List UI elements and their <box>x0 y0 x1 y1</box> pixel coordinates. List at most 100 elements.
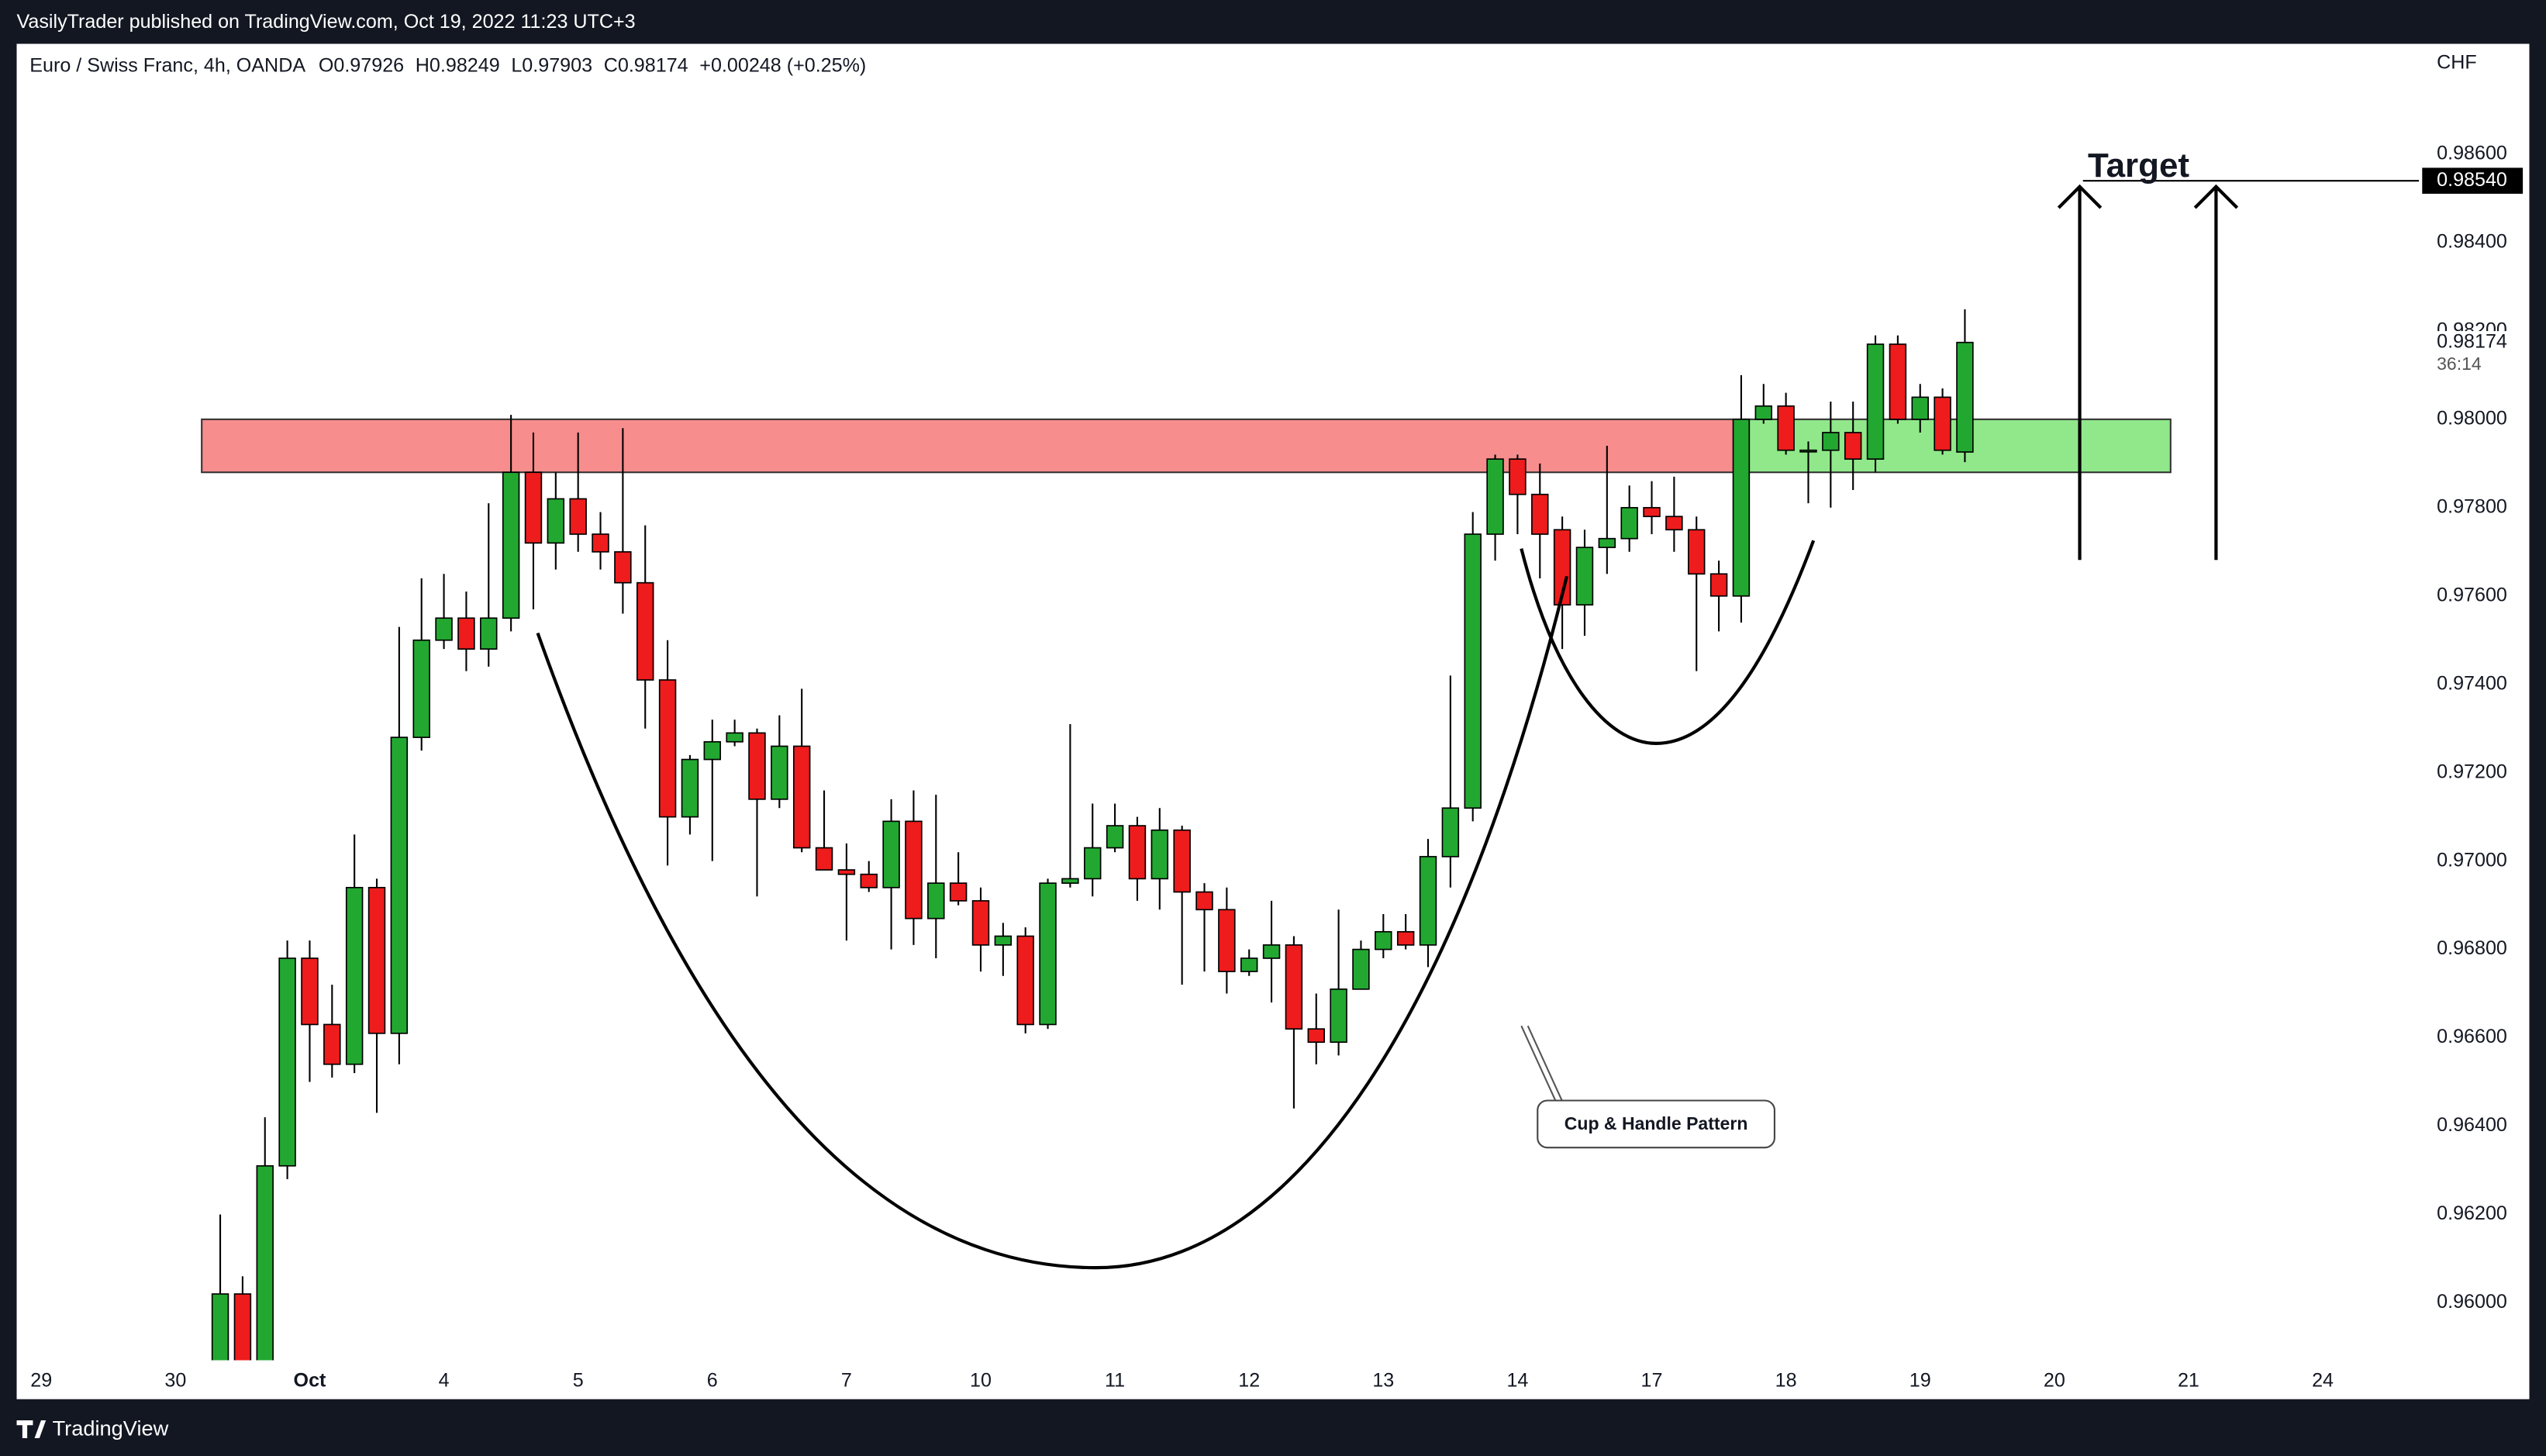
candle-body <box>345 886 364 1065</box>
candle-body <box>435 617 453 641</box>
candle-body <box>1016 935 1034 1026</box>
x-tick-label: 5 <box>573 1369 584 1391</box>
candle-body <box>636 581 654 681</box>
candle-body <box>1061 878 1079 884</box>
y-tick-label: 0.96200 <box>2437 1202 2507 1224</box>
candle-body <box>1486 458 1504 535</box>
ohlc-value: C0.98174 <box>604 54 688 76</box>
candle-body <box>815 847 833 871</box>
candle-body <box>703 740 722 761</box>
ohlc-value: H0.98249 <box>416 54 500 76</box>
candle-body <box>457 617 475 650</box>
candle-body <box>1330 988 1347 1044</box>
y-tick-label: 0.98400 <box>2437 231 2507 253</box>
target-text: Target <box>2088 147 2189 185</box>
candle-body <box>1643 506 1661 518</box>
y-tick-label: 0.96800 <box>2437 937 2507 959</box>
candle-body <box>1777 405 1795 451</box>
last-price-label: 0.98174 <box>2437 330 2507 352</box>
x-tick-label: 24 <box>2312 1369 2334 1391</box>
target-arrow <box>2193 184 2239 561</box>
chart-area <box>16 43 2530 1399</box>
drawings <box>536 184 2239 1270</box>
x-tick-label: 7 <box>841 1369 852 1391</box>
handle-curve <box>1520 540 1816 745</box>
candle-body <box>502 471 520 619</box>
candle-body <box>301 957 319 1026</box>
y-tick-label: 0.97000 <box>2437 849 2507 871</box>
target-price-label: 0.98540 <box>2437 169 2507 191</box>
y-tick-label: 0.98000 <box>2437 407 2507 429</box>
candle-body <box>412 639 430 738</box>
candle-body <box>1218 909 1236 972</box>
y-tick-label: 0.97800 <box>2437 495 2507 517</box>
candle-body <box>748 732 766 800</box>
ohlc-value: +0.00248 (+0.25%) <box>699 54 866 76</box>
candle-body <box>1732 419 1751 597</box>
candle-body <box>323 1023 341 1065</box>
candle-body <box>1911 396 1929 420</box>
candle-body <box>971 900 990 946</box>
candle-body <box>681 758 699 818</box>
x-tick-label: 17 <box>1641 1369 1663 1391</box>
x-tick-label: 11 <box>1105 1369 1125 1391</box>
candle-body <box>927 882 945 919</box>
candle-body <box>1396 930 1415 946</box>
currency: CHF <box>2437 51 2477 73</box>
candle-body <box>614 550 632 584</box>
candle-body <box>1441 807 1460 857</box>
candle-body <box>1620 506 1638 540</box>
candle-body <box>1866 343 1885 460</box>
target-arrow <box>2057 184 2103 561</box>
annotation: Cup & Handle Pattern <box>1565 1113 1748 1133</box>
candle-body <box>1665 516 1683 531</box>
candle-body <box>1262 944 1281 959</box>
candle-body <box>367 886 386 1034</box>
target-price-box <box>2422 167 2524 194</box>
callout-line <box>1527 1025 1563 1101</box>
candle-body <box>211 1293 229 1361</box>
x-tick-label: 30 <box>164 1369 186 1391</box>
candle-body <box>1307 1028 1325 1044</box>
y-tick-label: 0.97600 <box>2437 584 2507 606</box>
candle-body <box>1106 825 1124 849</box>
candle-body <box>1151 829 1169 880</box>
callout-box <box>1537 1099 1775 1149</box>
x-tick-label: 4 <box>439 1369 450 1391</box>
candle-body <box>1688 529 1706 575</box>
x-tick-label: 19 <box>1910 1369 1931 1391</box>
last-price-box <box>2422 331 2524 377</box>
candle-body <box>592 533 609 553</box>
x-tick-label: Oct <box>294 1369 326 1391</box>
candle-body <box>1509 458 1527 495</box>
candle-body <box>1889 343 1907 420</box>
candle-body <box>1799 449 1817 453</box>
candle-body <box>480 617 498 650</box>
callout-line <box>1520 1025 1557 1101</box>
candle-body <box>1285 944 1303 1030</box>
y-tick-label: 0.96000 <box>2437 1291 2507 1313</box>
candle-body <box>1553 529 1571 606</box>
footer-logo: TradingView <box>16 1416 169 1440</box>
candle-body <box>1844 432 1862 460</box>
y-tick-label: 0.97400 <box>2437 672 2507 694</box>
candle-body <box>1464 533 1482 809</box>
x-tick-label: 14 <box>1506 1369 1528 1391</box>
y-tick-label: 0.96400 <box>2437 1114 2507 1136</box>
candle-body <box>1419 856 1437 946</box>
ohlc-value: L0.97903 <box>511 54 592 76</box>
candles <box>211 309 1974 1361</box>
candle-body <box>390 737 409 1034</box>
candle-body <box>1128 825 1147 880</box>
candle-body <box>860 873 878 888</box>
symbol-title: Euro / Swiss Franc, 4h, OANDA <box>29 54 305 76</box>
candle-body <box>1575 547 1594 606</box>
x-tick-label: 13 <box>1372 1369 1394 1391</box>
candle-body <box>1195 891 1213 911</box>
candle-body <box>1375 930 1392 951</box>
candle-body <box>1754 405 1773 420</box>
x-tick-label: 6 <box>707 1369 718 1391</box>
candle-body <box>1598 537 1616 548</box>
x-tick-label: 29 <box>30 1369 52 1391</box>
